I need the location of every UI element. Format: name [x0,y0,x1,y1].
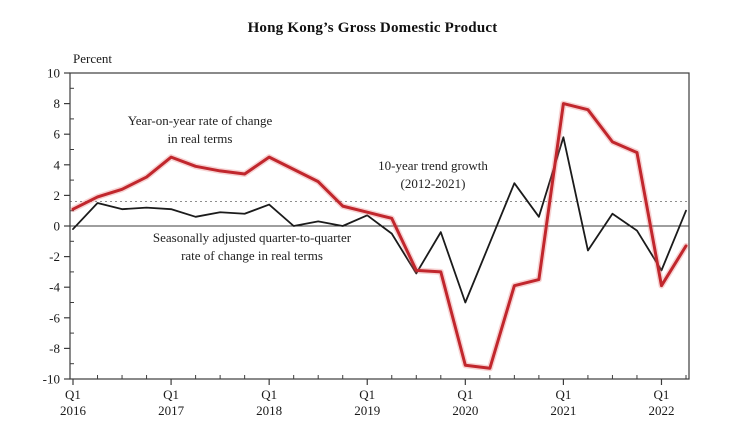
y-tick-label: 6 [54,127,61,142]
x-tick-label-quarter: Q1 [163,387,179,402]
x-tick-label-year: 2022 [648,403,674,418]
y-tick-label: -6 [49,310,60,325]
annotation-yoy-line1: Year-on-year rate of change [127,113,273,128]
x-tick-label-year: 2018 [256,403,282,418]
annotation-yoy: Year-on-year rate of change in real term… [128,112,273,148]
annotation-yoy-line2: in real terms [167,131,233,146]
series-line-seasonally-adjusted [72,136,687,304]
x-tick-label-year: 2016 [60,403,87,418]
chart-title: Hong Kong’s Gross Domestic Product [247,20,498,36]
y-tick-label: -8 [49,341,60,356]
x-tick-label-year: 2019 [354,403,380,418]
x-tick-label-quarter: Q1 [457,387,473,402]
x-tick-label-year: 2020 [452,403,478,418]
y-tick-label: 0 [54,219,61,234]
annotation-seasonally-adjusted: Seasonally adjusted quarter-to-quarter r… [153,229,351,265]
x-tick-label-year: 2017 [158,403,185,418]
y-tick-label: 10 [47,66,60,81]
y-tick-label: -2 [49,249,60,264]
x-tick-label-quarter: Q1 [359,387,375,402]
annotation-trend-line2: (2012-2021) [400,176,466,191]
x-tick-label-quarter: Q1 [654,387,670,402]
y-tick-label: 2 [54,188,61,203]
y-tick-label: -10 [43,372,60,387]
y-axis-unit-label: Percent [73,51,112,66]
x-tick-label-quarter: Q1 [65,387,81,402]
annotation-trend-growth: 10-year trend growth (2012-2021) [378,157,488,193]
annotation-trend-line1: 10-year trend growth [378,158,488,173]
y-tick-label: -4 [49,280,60,295]
x-tick-label-year: 2021 [550,403,576,418]
annotation-sa-line1: Seasonally adjusted quarter-to-quarter [152,230,352,245]
x-tick-label-quarter: Q1 [261,387,277,402]
annotation-sa-line2: rate of change in real terms [181,248,323,263]
y-tick-label: 8 [54,96,61,111]
series-line-yoy [71,102,688,370]
y-tick-label: 4 [54,157,61,172]
x-tick-label-quarter: Q1 [555,387,571,402]
